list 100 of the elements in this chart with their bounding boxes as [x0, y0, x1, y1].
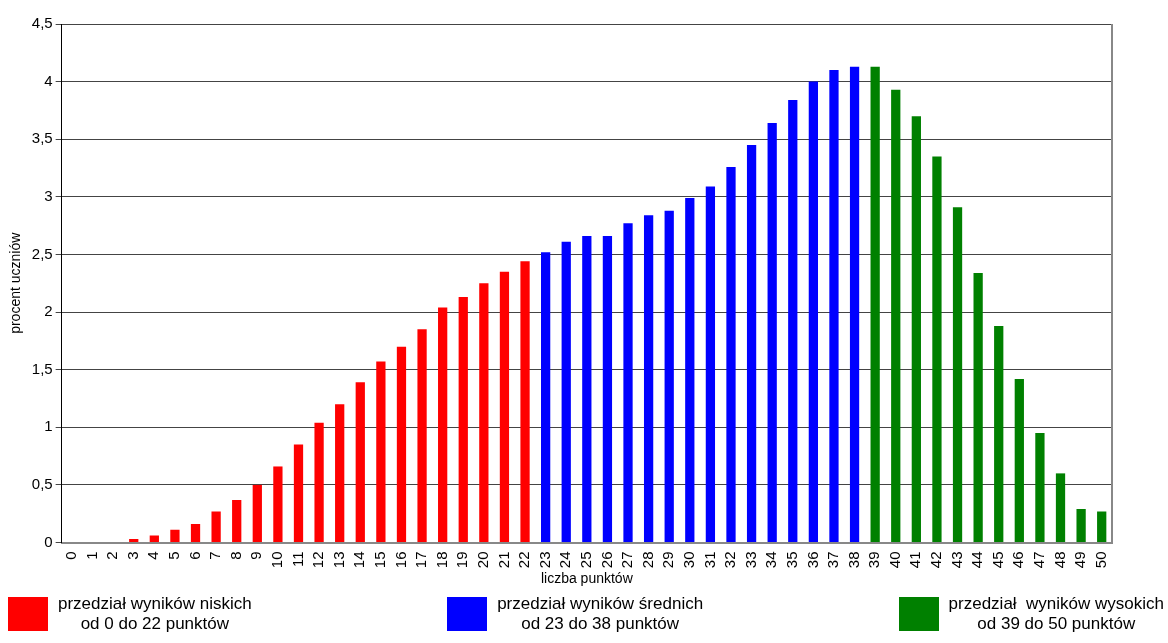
x-tick-label: 45 — [988, 551, 1006, 569]
bar — [726, 166, 736, 543]
x-tick-label: 1 — [82, 551, 100, 560]
legend-label: przedział wyników średnich od 23 do 38 punktów — [497, 594, 704, 634]
bar — [1055, 473, 1066, 543]
x-tick-label: 49 — [1071, 551, 1089, 569]
bar — [1014, 378, 1024, 543]
bar — [602, 236, 613, 543]
bar — [808, 81, 819, 543]
x-tick-label: 6 — [185, 551, 203, 560]
x-tick-label: 39 — [865, 551, 883, 569]
x-tick-label: 46 — [1009, 551, 1027, 569]
bar — [129, 539, 139, 543]
bar — [499, 271, 510, 543]
x-tick-label: 10 — [268, 551, 286, 569]
x-tick-label: 2 — [103, 551, 121, 560]
x-tick-label: 30 — [679, 551, 697, 569]
x-tick-label: 42 — [927, 551, 945, 569]
x-tick-label: 22 — [515, 551, 533, 569]
bar — [396, 346, 407, 543]
bar — [685, 197, 695, 543]
legend-label: przedział wyników niskich od 0 do 22 punktów — [58, 594, 252, 634]
x-tick-label: 41 — [906, 551, 924, 569]
bar — [376, 361, 386, 543]
bar — [170, 529, 180, 543]
bar — [314, 422, 324, 543]
y-tick-label: 4 — [44, 71, 53, 89]
bar — [870, 66, 880, 543]
x-tick-label: 25 — [576, 551, 594, 569]
x-tick-label: 35 — [782, 551, 800, 569]
bar — [479, 283, 489, 543]
x-tick-label: 19 — [453, 551, 471, 569]
bar — [994, 325, 1004, 543]
x-tick-label: 5 — [165, 551, 183, 560]
legend-label: przedział wyników wysokich od 39 do 50 punktów — [948, 594, 1164, 634]
y-tick-label: 3,5 — [31, 129, 53, 147]
x-tick-label: 27 — [618, 551, 636, 569]
x-tick-label: 44 — [968, 551, 986, 569]
x-tick-label: 4 — [144, 551, 162, 560]
bar — [541, 252, 551, 543]
bar — [911, 116, 921, 543]
y-axis-title: procent uczniów — [7, 231, 24, 334]
x-tick-label: 33 — [741, 551, 759, 569]
x-tick-label: 13 — [329, 551, 347, 569]
x-tick-label: 37 — [824, 551, 842, 569]
x-tick-label: 21 — [494, 551, 512, 569]
x-tick-label: 9 — [247, 551, 265, 560]
x-tick-label: 7 — [206, 551, 224, 560]
y-tick-label: 1 — [44, 417, 53, 435]
bar — [252, 484, 262, 543]
x-tick-label: 38 — [844, 551, 862, 569]
bar — [664, 210, 674, 543]
x-tick-label: 0 — [62, 551, 80, 560]
bar — [438, 307, 448, 543]
bar — [273, 466, 283, 543]
bar — [973, 272, 983, 543]
bar — [932, 156, 942, 543]
bar — [458, 297, 468, 543]
bar — [849, 66, 860, 543]
bar — [952, 207, 963, 543]
y-tick-label: 1,5 — [31, 359, 53, 377]
x-axis-title: liczba punktów — [540, 570, 634, 587]
y-tick-label: 0,5 — [31, 475, 53, 493]
x-tick-label: 8 — [226, 551, 244, 560]
bar — [582, 236, 592, 543]
x-tick-label: 20 — [473, 551, 491, 569]
x-tick-label: 32 — [721, 551, 739, 569]
x-tick-label: 26 — [597, 551, 615, 569]
x-tick-label: 34 — [762, 551, 780, 569]
bar — [891, 89, 901, 543]
x-tick-label: 47 — [1030, 551, 1048, 569]
x-tick-label: 40 — [885, 551, 903, 569]
x-tick-label: 12 — [309, 551, 327, 569]
y-tick-label: 2 — [44, 302, 53, 320]
bar — [190, 524, 201, 543]
bar — [746, 144, 757, 543]
x-tick-label: 11 — [288, 551, 306, 568]
bar — [335, 404, 345, 543]
x-tick-label: 48 — [1050, 551, 1068, 569]
x-tick-label: 14 — [350, 551, 368, 569]
x-tick-label: 31 — [700, 551, 718, 569]
x-tick-label: 23 — [535, 551, 553, 569]
x-tick-label: 18 — [432, 551, 450, 569]
y-tick-label: 4,5 — [31, 14, 53, 32]
x-tick-label: 43 — [947, 551, 965, 569]
bar — [520, 261, 530, 543]
bar — [788, 100, 798, 543]
bar — [355, 382, 365, 543]
bar — [211, 511, 221, 543]
x-tick-label: 16 — [391, 551, 409, 569]
bar — [623, 223, 633, 543]
bar — [643, 215, 654, 543]
bar — [1035, 433, 1045, 543]
x-tick-label: 17 — [412, 551, 430, 569]
bar — [561, 241, 571, 543]
bar — [232, 499, 242, 543]
bar — [705, 186, 716, 543]
x-tick-label: 15 — [371, 551, 389, 569]
bar — [1076, 509, 1086, 543]
x-tick-label: 29 — [659, 551, 677, 569]
